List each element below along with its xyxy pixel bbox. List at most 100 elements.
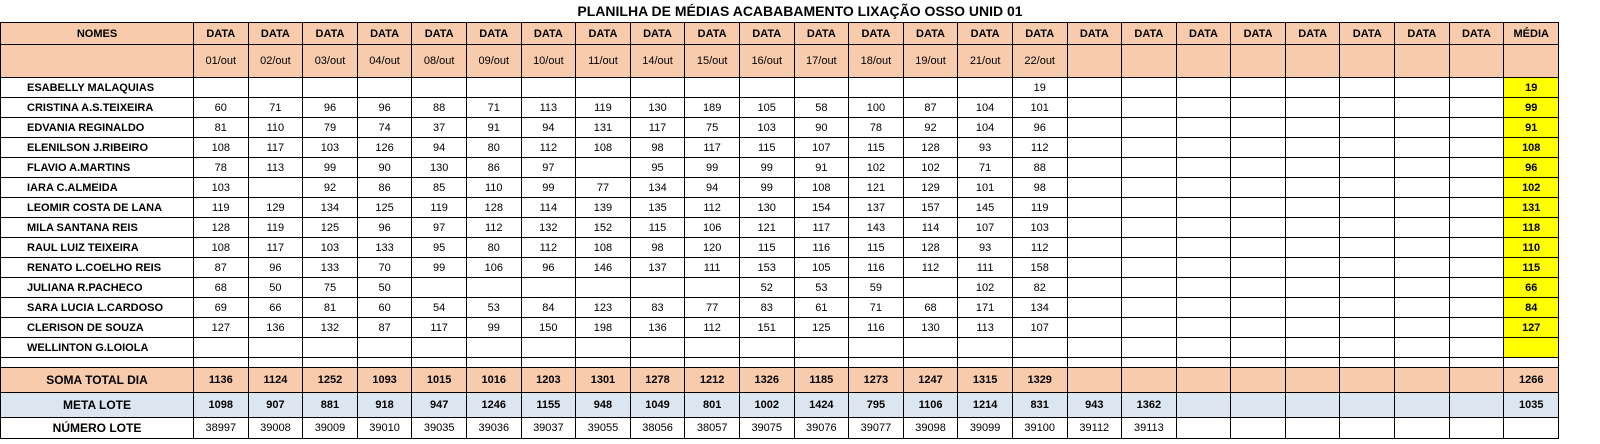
score-cell[interactable]: 143	[848, 217, 904, 238]
score-cell[interactable]: 85	[411, 177, 467, 198]
score-cell[interactable]: 129	[247, 197, 304, 218]
score-cell[interactable]: 157	[902, 197, 959, 218]
score-cell[interactable]	[1339, 177, 1396, 198]
header-date[interactable]	[1175, 44, 1232, 78]
score-cell[interactable]: 53	[793, 277, 850, 298]
numero-lote-row-cell[interactable]: 39099	[957, 417, 1013, 439]
score-cell[interactable]	[1175, 137, 1232, 158]
score-cell[interactable]: 50	[247, 277, 304, 298]
score-cell[interactable]: 99	[738, 177, 795, 198]
meta-lote-row-cell[interactable]: 948	[575, 392, 631, 418]
score-cell[interactable]: 98	[629, 137, 686, 158]
soma-total-dia-row-cell[interactable]: 1015	[411, 367, 467, 393]
average-cell[interactable]: 66	[1503, 277, 1560, 298]
soma-total-dia-row-cell[interactable]: 1247	[902, 367, 959, 393]
meta-lote-row-cell[interactable]: 918	[356, 392, 413, 418]
numero-lote-row-cell[interactable]: 38056	[629, 417, 686, 439]
soma-total-dia-row-cell[interactable]: 1185	[793, 367, 850, 393]
score-cell[interactable]: 79	[302, 117, 358, 138]
score-cell[interactable]	[356, 337, 413, 358]
score-cell[interactable]	[1066, 97, 1123, 118]
score-cell[interactable]: 117	[411, 317, 467, 338]
score-cell[interactable]: 61	[793, 297, 850, 318]
employee-name[interactable]: RENATO L.COELHO REIS	[0, 257, 194, 278]
score-cell[interactable]: 113	[247, 157, 304, 178]
score-cell[interactable]: 81	[302, 297, 358, 318]
score-cell[interactable]: 105	[738, 97, 795, 118]
score-cell[interactable]	[1339, 77, 1396, 98]
score-cell[interactable]: 81	[193, 117, 249, 138]
score-cell[interactable]	[1121, 317, 1177, 338]
score-cell[interactable]: 88	[411, 97, 467, 118]
score-cell[interactable]: 105	[793, 257, 850, 278]
score-cell[interactable]: 106	[684, 217, 740, 238]
employee-name[interactable]: MILA SANTANA REIS	[0, 217, 194, 238]
score-cell[interactable]: 112	[684, 317, 740, 338]
soma-total-dia-row-cell[interactable]: 1329	[1011, 367, 1068, 393]
soma-total-dia-row-cell[interactable]	[1175, 367, 1232, 393]
score-cell[interactable]	[1175, 277, 1232, 298]
score-cell[interactable]: 96	[302, 97, 358, 118]
numero-lote-row-cell[interactable]: 39036	[465, 417, 522, 439]
score-cell[interactable]	[1230, 177, 1286, 198]
score-cell[interactable]: 96	[356, 217, 413, 238]
average-cell[interactable]: 19	[1503, 77, 1560, 98]
score-cell[interactable]: 135	[629, 197, 686, 218]
score-cell[interactable]: 102	[848, 157, 904, 178]
score-cell[interactable]	[848, 337, 904, 358]
header-date[interactable]: 22/out	[1011, 44, 1068, 78]
score-cell[interactable]	[1448, 297, 1505, 318]
soma-total-dia-row-average[interactable]: 1266	[1503, 367, 1560, 393]
score-cell[interactable]	[1230, 117, 1286, 138]
employee-name[interactable]: JULIANA R.PACHECO	[0, 277, 194, 298]
numero-lote-row-cell[interactable]: 39055	[575, 417, 631, 439]
score-cell[interactable]: 130	[629, 97, 686, 118]
score-cell[interactable]: 103	[1011, 217, 1068, 238]
average-cell[interactable]: 118	[1503, 217, 1560, 238]
score-cell[interactable]: 60	[193, 97, 249, 118]
score-cell[interactable]: 125	[356, 197, 413, 218]
score-cell[interactable]	[684, 77, 740, 98]
score-cell[interactable]: 104	[957, 97, 1013, 118]
score-cell[interactable]: 131	[575, 117, 631, 138]
score-cell[interactable]: 78	[848, 117, 904, 138]
employee-name[interactable]: LEOMIR COSTA DE LANA	[0, 197, 194, 218]
score-cell[interactable]	[1121, 137, 1177, 158]
score-cell[interactable]: 139	[575, 197, 631, 218]
score-cell[interactable]: 146	[575, 257, 631, 278]
score-cell[interactable]: 115	[738, 237, 795, 258]
soma-total-dia-row-cell[interactable]: 1016	[465, 367, 522, 393]
score-cell[interactable]	[1121, 277, 1177, 298]
score-cell[interactable]: 120	[684, 237, 740, 258]
score-cell[interactable]: 77	[575, 177, 631, 198]
header-date[interactable]	[1066, 44, 1123, 78]
score-cell[interactable]: 74	[356, 117, 413, 138]
meta-lote-row-cell[interactable]	[1230, 392, 1286, 418]
soma-total-dia-row-cell[interactable]: 1301	[575, 367, 631, 393]
score-cell[interactable]	[1284, 237, 1341, 258]
header-date[interactable]: 18/out	[848, 44, 904, 78]
score-cell[interactable]	[1448, 197, 1505, 218]
numero-lote-row-cell[interactable]: 39112	[1066, 417, 1123, 439]
score-cell[interactable]	[411, 277, 467, 298]
average-cell[interactable]: 99	[1503, 97, 1560, 118]
score-cell[interactable]: 115	[738, 137, 795, 158]
score-cell[interactable]	[1284, 317, 1341, 338]
soma-total-dia-row-cell[interactable]: 1136	[193, 367, 249, 393]
score-cell[interactable]: 95	[629, 157, 686, 178]
meta-lote-row-cell[interactable]: 831	[1011, 392, 1068, 418]
score-cell[interactable]	[1448, 237, 1505, 258]
average-cell[interactable]: 110	[1503, 237, 1560, 258]
score-cell[interactable]: 117	[247, 137, 304, 158]
score-cell[interactable]: 92	[902, 117, 959, 138]
score-cell[interactable]: 97	[411, 217, 467, 238]
score-cell[interactable]: 125	[302, 217, 358, 238]
score-cell[interactable]: 71	[957, 157, 1013, 178]
score-cell[interactable]: 75	[684, 117, 740, 138]
average-cell[interactable]: 131	[1503, 197, 1560, 218]
score-cell[interactable]: 112	[902, 257, 959, 278]
score-cell[interactable]	[1175, 217, 1232, 238]
score-cell[interactable]	[1175, 337, 1232, 358]
score-cell[interactable]: 110	[247, 117, 304, 138]
score-cell[interactable]	[738, 337, 795, 358]
